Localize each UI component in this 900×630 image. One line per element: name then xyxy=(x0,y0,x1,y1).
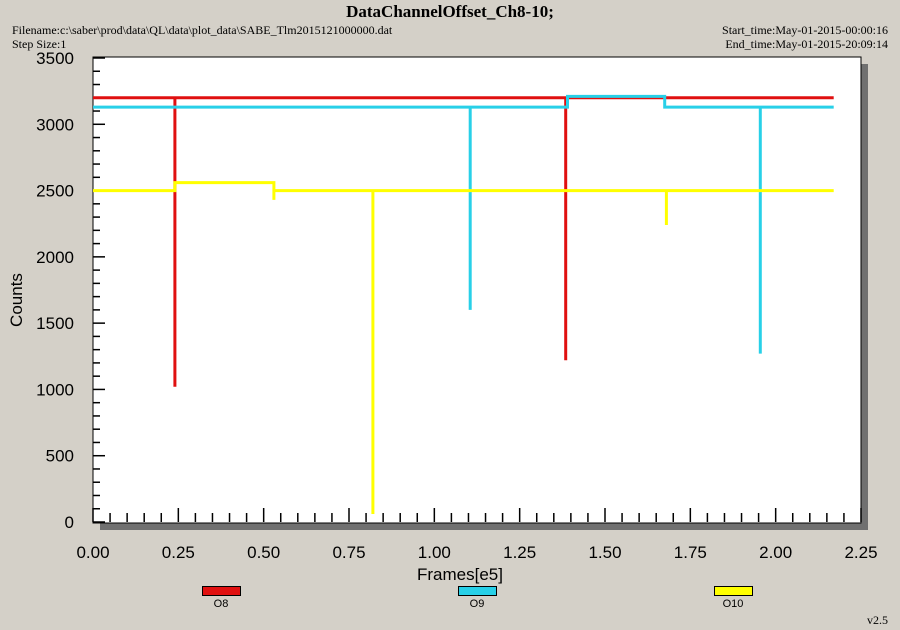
x-tick-label: 0.25 xyxy=(162,543,195,562)
series-group xyxy=(93,94,834,514)
y-tick-label: 3000 xyxy=(36,115,74,134)
x-tick-label: 1.50 xyxy=(588,543,621,562)
legend-swatch xyxy=(201,586,241,596)
x-tick-label: 2.00 xyxy=(759,543,792,562)
step-size-label: Step Size:1 xyxy=(12,37,67,51)
series-line-o10 xyxy=(93,181,834,514)
y-tick-label: 1500 xyxy=(36,314,74,333)
x-tick-label: 0.50 xyxy=(247,543,280,562)
legend-label: O10 xyxy=(722,598,744,610)
x-tick-label: 2.25 xyxy=(844,543,877,562)
legend-label: O9 xyxy=(469,598,485,610)
y-tick-label: 500 xyxy=(46,447,74,466)
x-tick-label: 1.00 xyxy=(418,543,451,562)
legend-label: O8 xyxy=(213,598,229,610)
legend-item-o10: O10 xyxy=(703,586,763,610)
legend-item-o8: O8 xyxy=(191,586,251,610)
series-line-o9 xyxy=(93,94,834,354)
y-axis-label: Counts xyxy=(7,273,26,327)
y-tick-label: 2000 xyxy=(36,248,74,267)
y-tick-label: 0 xyxy=(65,513,74,532)
x-axis-label: Frames[e5] xyxy=(417,565,503,584)
end-time-label: End_time:May-01-2015-20:09:14 xyxy=(725,37,888,51)
plot-area xyxy=(92,56,862,524)
legend-item-o9: O9 xyxy=(447,586,507,610)
y-tick-label: 3500 xyxy=(36,49,74,68)
x-tick-label: 1.75 xyxy=(674,543,707,562)
x-tick-label: 0.00 xyxy=(76,543,109,562)
start-time-label: Start_time:May-01-2015-00:00:16 xyxy=(722,23,888,37)
x-tick-labels: 0.00 0.25 0.50 0.75 1.00 1.25 1.50 1.75 2.00 2.25 xyxy=(76,543,877,562)
x-tick-label: 0.75 xyxy=(332,543,365,562)
filename-label: Filename:c:\saber\prod\data\QL\data\plot… xyxy=(12,23,393,37)
chart-title: DataChannelOffset_Ch8-10; xyxy=(346,2,554,21)
axis-ticks xyxy=(92,57,862,523)
version-label: v2.5 xyxy=(867,613,888,627)
y-tick-label: 1000 xyxy=(36,380,74,399)
y-tick-label: 2500 xyxy=(36,182,74,201)
y-tick-labels: 0 500 1000 1500 2000 2500 3000 3500 xyxy=(36,49,74,532)
legend-swatch xyxy=(457,586,497,596)
legend-swatch xyxy=(713,586,753,596)
x-tick-label: 1.25 xyxy=(503,543,536,562)
series-line-o8 xyxy=(93,96,834,387)
